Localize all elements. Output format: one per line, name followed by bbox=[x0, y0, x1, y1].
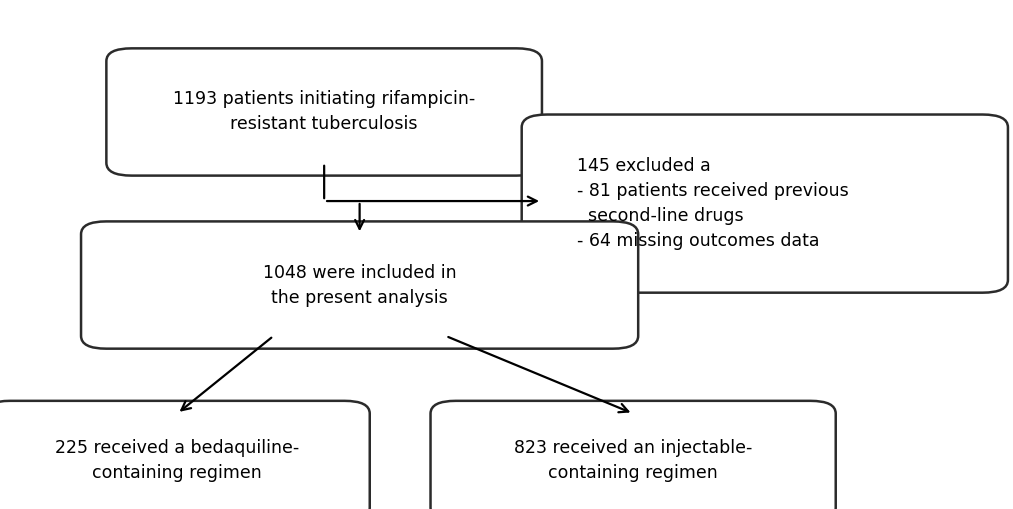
Text: 225 received a bedaquiline-
containing regimen: 225 received a bedaquiline- containing r… bbox=[55, 439, 300, 482]
Text: 145 excluded a
- 81 patients received previous
  second-line drugs
- 64 missing : 145 excluded a - 81 patients received pr… bbox=[577, 157, 849, 250]
Text: 823 received an injectable-
containing regimen: 823 received an injectable- containing r… bbox=[514, 439, 753, 482]
FancyBboxPatch shape bbox=[522, 115, 1008, 293]
FancyBboxPatch shape bbox=[0, 401, 370, 509]
FancyBboxPatch shape bbox=[81, 221, 638, 349]
FancyBboxPatch shape bbox=[431, 401, 836, 509]
Text: 1048 were included in
the present analysis: 1048 were included in the present analys… bbox=[262, 264, 457, 306]
FancyBboxPatch shape bbox=[106, 48, 542, 176]
Text: 1193 patients initiating rifampicin-
resistant tuberculosis: 1193 patients initiating rifampicin- res… bbox=[173, 91, 475, 133]
